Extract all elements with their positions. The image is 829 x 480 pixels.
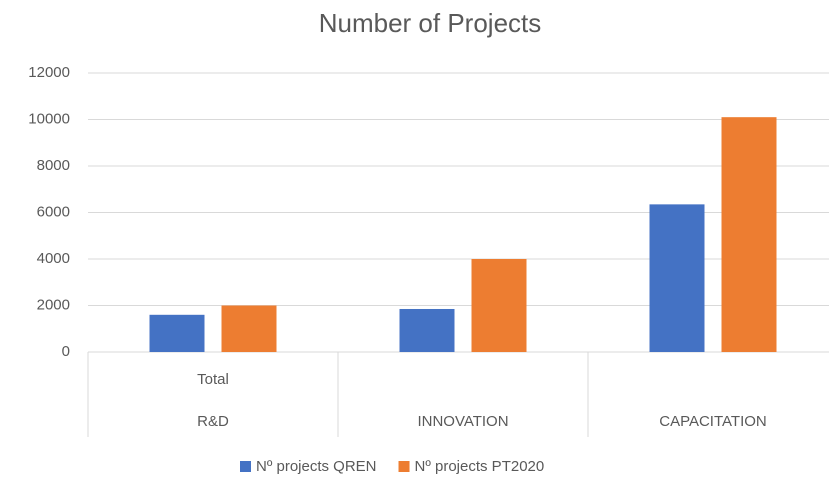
x-subcategory-label: Total [197, 371, 229, 388]
bar [471, 259, 527, 352]
legend-swatch [398, 461, 410, 472]
y-tick-label: 10000 [28, 110, 70, 127]
y-tick-label: 8000 [37, 157, 70, 174]
x-tick-label: R&D [197, 413, 229, 430]
y-tick-label: 12000 [28, 64, 70, 81]
y-tick-label: 4000 [37, 250, 70, 267]
y-tick-label: 6000 [37, 203, 70, 220]
bar [649, 204, 705, 352]
legend-label: Nº projects QREN [256, 458, 377, 475]
x-tick-label: INNOVATION [417, 413, 508, 430]
chart-title: Number of Projects [319, 8, 542, 38]
legend-swatch [240, 461, 251, 472]
bar [399, 308, 455, 352]
bar [721, 117, 777, 352]
legend-label: Nº projects PT2020 [415, 458, 545, 475]
bar [149, 314, 205, 352]
bar [221, 305, 277, 352]
y-tick-label: 2000 [37, 296, 70, 313]
y-tick-label: 0 [62, 343, 70, 360]
x-tick-label: CAPACITATION [659, 413, 767, 430]
